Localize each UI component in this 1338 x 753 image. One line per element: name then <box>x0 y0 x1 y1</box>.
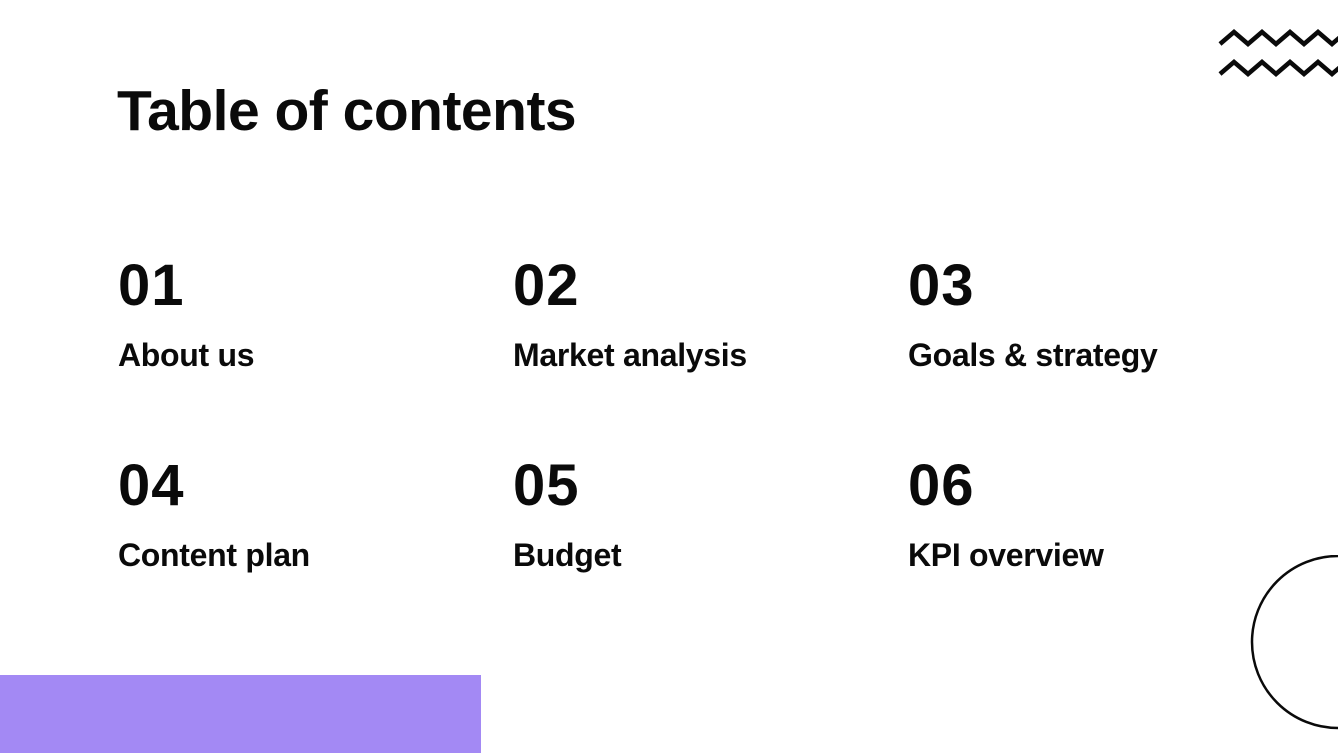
toc-label: Budget <box>513 537 622 573</box>
toc-item: 03 Goals & strategy <box>908 256 1268 374</box>
toc-label: Goals & strategy <box>908 337 1158 373</box>
toc-item: 06 KPI overview <box>908 456 1268 574</box>
toc-label: About us <box>118 337 255 373</box>
page-title: Table of contents <box>117 79 577 143</box>
toc-label: KPI overview <box>908 537 1104 573</box>
toc-label: Content plan <box>118 537 310 573</box>
toc-number: 01 <box>118 253 185 318</box>
toc-item: 04 Content plan <box>118 456 478 574</box>
circle-decoration-icon <box>1250 555 1338 730</box>
toc-number: 04 <box>118 453 185 518</box>
toc-number: 02 <box>513 253 580 318</box>
toc-item: 01 About us <box>118 256 478 374</box>
toc-label: Market analysis <box>513 337 747 373</box>
toc-number: 05 <box>513 453 580 518</box>
toc-item: 05 Budget <box>513 456 873 574</box>
zigzag-decoration-icon <box>1218 29 1338 77</box>
toc-item: 02 Market analysis <box>513 256 873 374</box>
purple-rectangle-decoration <box>0 675 481 753</box>
toc-number: 03 <box>908 253 975 318</box>
toc-number: 06 <box>908 453 975 518</box>
